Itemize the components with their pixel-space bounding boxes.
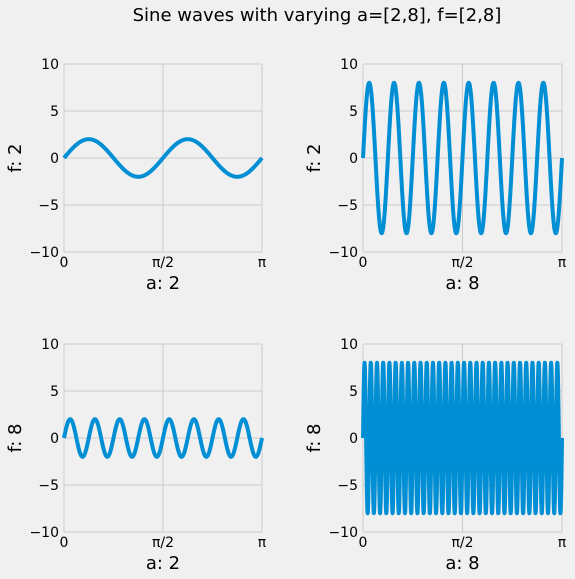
y-axis-label: f: 2 bbox=[5, 144, 26, 173]
y-tick-label: 0 bbox=[50, 151, 59, 167]
sine-curve bbox=[361, 360, 564, 516]
subplot-3: −10 −5 0 5 10 0 π/2 π a: 2 f: 8 bbox=[5, 337, 267, 574]
y-tick-label: 5 bbox=[349, 384, 358, 400]
x-tick-label: 0 bbox=[60, 535, 69, 551]
x-tick-label: π/2 bbox=[152, 535, 174, 551]
y-tick-label: −10 bbox=[29, 525, 59, 541]
y-tick-label: 10 bbox=[340, 337, 358, 353]
x-tick-label: π bbox=[558, 255, 567, 271]
x-tick-label: π/2 bbox=[152, 255, 174, 271]
x-tick-label: π bbox=[258, 535, 267, 551]
x-tick-label: 0 bbox=[60, 255, 69, 271]
x-tick-label: 0 bbox=[359, 535, 368, 551]
x-tick-label: π bbox=[258, 255, 267, 271]
y-tick-label: −5 bbox=[38, 198, 59, 214]
y-tick-label: 10 bbox=[340, 57, 358, 73]
subplot-1: −10 −5 0 5 10 0 π/2 π a: 2 f: 2 bbox=[5, 57, 267, 294]
y-tick-label: 10 bbox=[41, 337, 59, 353]
subplot-4: −10 −5 0 5 10 0 π/2 π a: 8 f: 8 bbox=[304, 337, 567, 574]
y-tick-label: −5 bbox=[337, 198, 358, 214]
y-tick-label: 0 bbox=[50, 431, 59, 447]
y-tick-label: 5 bbox=[50, 384, 59, 400]
y-tick-label: 0 bbox=[349, 431, 358, 447]
y-tick-label: 10 bbox=[41, 57, 59, 73]
x-axis-label: a: 2 bbox=[146, 273, 180, 294]
sine-curve bbox=[62, 137, 264, 179]
x-axis-label: a: 2 bbox=[146, 553, 180, 574]
y-axis-label: f: 8 bbox=[5, 424, 26, 453]
y-tick-label: −5 bbox=[38, 478, 59, 494]
y-tick-label: 0 bbox=[349, 151, 358, 167]
x-tick-label: π/2 bbox=[451, 535, 473, 551]
y-tick-label: −10 bbox=[328, 245, 358, 261]
sine-curve bbox=[361, 80, 564, 236]
x-axis-label: a: 8 bbox=[445, 273, 479, 294]
y-tick-label: −5 bbox=[337, 478, 358, 494]
figure-title: Sine waves with varying a=[2,8], f=[2,8] bbox=[133, 5, 502, 26]
y-tick-label: −10 bbox=[29, 245, 59, 261]
y-tick-label: 5 bbox=[349, 104, 358, 120]
y-axis-label: f: 2 bbox=[304, 144, 325, 173]
x-tick-label: π bbox=[558, 535, 567, 551]
y-tick-label: −10 bbox=[328, 525, 358, 541]
sine-curve bbox=[62, 417, 264, 459]
subplot-2: −10 −5 0 5 10 0 π/2 π a: 8 f: 2 bbox=[304, 57, 567, 294]
x-tick-label: π/2 bbox=[451, 255, 473, 271]
x-axis-label: a: 8 bbox=[445, 553, 479, 574]
y-axis-label: f: 8 bbox=[304, 424, 325, 453]
y-tick-label: 5 bbox=[50, 104, 59, 120]
x-tick-label: 0 bbox=[359, 255, 368, 271]
